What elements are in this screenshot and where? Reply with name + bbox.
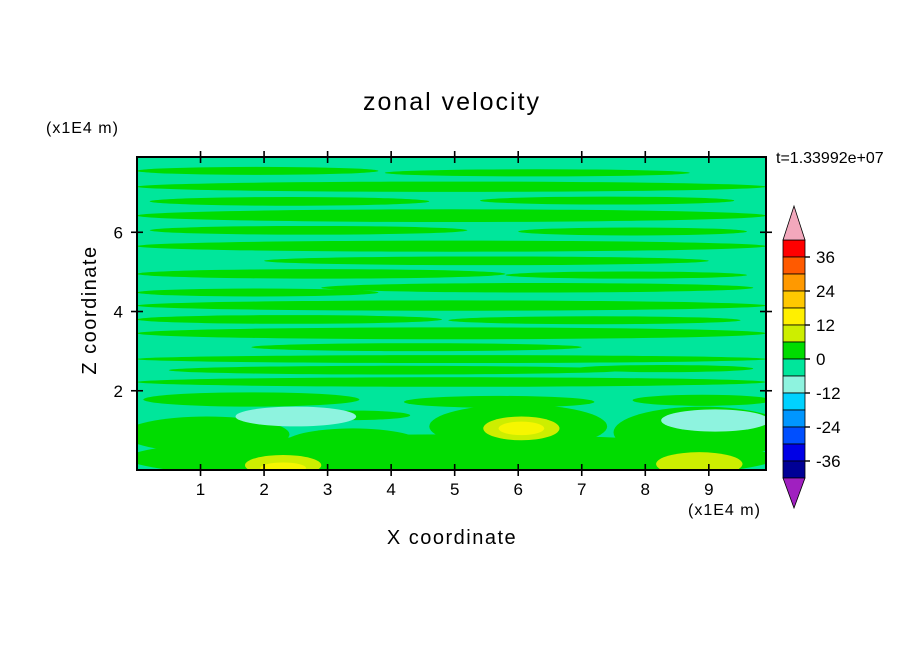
y-axis-tick-label: 4: [114, 303, 123, 322]
contour-region: [480, 196, 735, 205]
colorbar-band: [782, 409, 806, 428]
colorbar-band: [782, 290, 806, 309]
contour-region: [656, 452, 743, 470]
contour-region: [575, 365, 754, 373]
contour-region: [137, 181, 766, 192]
y-axis-tick-label: 2: [114, 382, 123, 401]
colorbar-band: [782, 443, 806, 462]
colorbar-band: [782, 273, 806, 292]
contour-region: [137, 377, 766, 387]
x-axis-tick-label: 2: [259, 480, 268, 499]
contour-region: [260, 462, 306, 470]
colorbar-band: [782, 460, 806, 479]
contour-region: [235, 406, 357, 427]
x-axis-title: X coordinate: [386, 527, 518, 549]
time-annotation: t=1.33992e+07: [776, 150, 884, 167]
colorbar-tick-label: -36: [816, 452, 841, 471]
colorbar-band: [782, 358, 806, 377]
contour-region: [149, 197, 430, 206]
contour-region: [403, 395, 595, 408]
x-axis-tick-label: 9: [704, 480, 713, 499]
colorbar-tick-label: -24: [816, 418, 841, 437]
colorbar-band: [782, 341, 806, 360]
contour-region: [137, 300, 766, 311]
plot-frame: [136, 156, 767, 471]
contour-region: [137, 288, 379, 297]
contour-region: [137, 240, 766, 252]
contour-region: [498, 421, 545, 436]
colorbar-tick-label: -12: [816, 384, 841, 403]
colorbar-tick-label: 24: [816, 282, 835, 301]
contour-region: [384, 169, 690, 177]
contour-region: [137, 416, 290, 453]
colorbar-tick-label: 36: [816, 248, 835, 267]
contour-field: [137, 157, 766, 470]
contour-region: [149, 225, 468, 235]
contour-region: [264, 256, 709, 266]
x-axis-tick-label: 8: [641, 480, 650, 499]
contour-region: [632, 394, 766, 406]
y-axis-tick-label: 6: [114, 223, 123, 242]
contour-region: [661, 409, 766, 432]
contour-region: [137, 327, 766, 340]
contour-region: [137, 355, 766, 364]
x-axis-tick-label: 5: [450, 480, 459, 499]
contour-region: [283, 428, 423, 461]
x-axis-tick-label: 6: [513, 480, 522, 499]
chart-title: zonal velocity: [362, 88, 542, 116]
contour-region: [518, 227, 747, 236]
colorbar-tick-label: 0: [816, 350, 825, 369]
colorbar-band: [782, 392, 806, 411]
contour-region: [137, 315, 442, 324]
y-axis-unit-label: (x1E4 m): [46, 120, 119, 137]
contour-region: [321, 282, 754, 293]
colorbar-band: [782, 239, 806, 258]
colorbar-band: [782, 324, 806, 343]
x-axis-unit-label: (x1E4 m): [688, 502, 761, 519]
colorbar-over-arrow: [782, 204, 806, 241]
colorbar-tick-label: 12: [816, 316, 835, 335]
contour-region: [137, 166, 379, 175]
colorbar-band: [782, 307, 806, 326]
x-axis-tick-label: 3: [323, 480, 332, 499]
contour-region: [168, 365, 627, 375]
colorbar-under-arrow: [782, 477, 806, 510]
contour-region: [505, 271, 747, 279]
colorbar-band: [782, 426, 806, 445]
contour-region: [143, 392, 360, 407]
colorbar-band: [782, 375, 806, 394]
contour-region: [137, 269, 506, 279]
contour-region: [251, 343, 582, 352]
x-axis-tick-label: 7: [577, 480, 586, 499]
colorbar-band: [782, 256, 806, 275]
contour-region: [137, 209, 766, 222]
x-axis-tick-label: 1: [196, 480, 205, 499]
x-axis-tick-label: 4: [386, 480, 395, 499]
contour-region: [448, 316, 741, 325]
